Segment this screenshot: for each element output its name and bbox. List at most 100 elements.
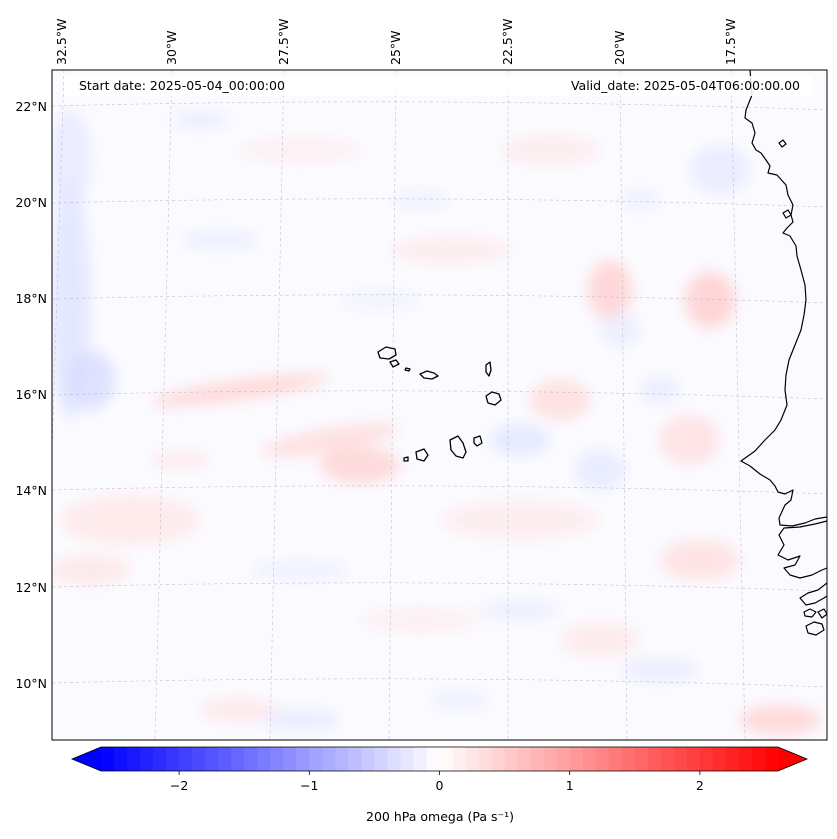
colorbar-cell — [218, 747, 232, 771]
colorbar-ticks: −2 −1 0 1 2 — [170, 771, 704, 793]
colorbar-cell — [647, 747, 662, 771]
colorbar-cell — [517, 747, 532, 771]
colorbar-cell — [764, 747, 779, 771]
parallel-22n — [52, 101, 827, 111]
colorbar-cell — [751, 747, 766, 771]
colorbar-cell — [452, 747, 467, 771]
colorbar-cell — [738, 747, 753, 771]
colorbar-cell — [361, 747, 376, 771]
colorbar-cell — [166, 747, 180, 771]
valid-date-label: Valid_date: 2025-05-04T06:00:00.00 — [571, 78, 800, 93]
colorbar-cell — [231, 747, 245, 771]
island-santa-luzia — [404, 367, 411, 372]
lat-label-12n: 12°N — [15, 580, 47, 595]
lat-label-20n: 20°N — [15, 195, 47, 210]
colorbar-cell — [205, 747, 219, 771]
parallel-10n — [52, 678, 827, 688]
colorbar-cell — [413, 747, 428, 771]
info-strip-background — [64, 76, 812, 96]
map-frame — [51, 69, 828, 741]
colorbar-cell — [660, 747, 675, 771]
colorbar-tick-label: −2 — [170, 778, 188, 793]
colorbar-cell — [608, 747, 623, 771]
colorbar-cell — [101, 747, 115, 771]
island-brava — [403, 456, 409, 462]
coast-bird-island-1 — [778, 139, 787, 148]
lon-label-20w: 20°W — [612, 30, 627, 65]
colorbar-cell — [114, 747, 128, 771]
colorbar-cell — [673, 747, 688, 771]
coast-gambia-guinea — [777, 520, 827, 579]
meridian-27-5w — [269, 70, 285, 740]
colorbar-cell — [426, 747, 441, 771]
colorbar-cell — [127, 747, 141, 771]
colorbar-cell — [322, 747, 336, 771]
colorbar-cell — [699, 747, 714, 771]
coast-mauritania-senegal — [740, 70, 827, 527]
colorbar-cell — [153, 747, 167, 771]
colorbar-tick-label: 2 — [696, 778, 704, 793]
coast-bijagos-2 — [805, 621, 825, 636]
colorbar-cell — [582, 747, 597, 771]
colorbar-cell — [335, 747, 349, 771]
colorbar-cell — [712, 747, 727, 771]
colorbar-outline — [70, 746, 809, 772]
lat-label-14n: 14°N — [15, 483, 47, 498]
colorbar-tick-label: −1 — [300, 778, 318, 793]
island-sao-nicolau — [419, 370, 439, 380]
lat-label-22n: 22°N — [15, 99, 47, 114]
meridian-25w — [388, 70, 397, 740]
colorbar-cell — [634, 747, 649, 771]
island-santiago — [449, 435, 467, 459]
colorbar-cell — [530, 747, 545, 771]
colorbar-cell — [179, 747, 193, 771]
colorbar-tick-label: 0 — [436, 778, 444, 793]
colorbar-cell — [686, 747, 701, 771]
colorbar-cell — [244, 747, 258, 771]
colorbar-cell — [465, 747, 480, 771]
west-africa-coastline[interactable] — [740, 70, 827, 636]
gridlines — [52, 70, 827, 740]
lon-label-17-5w: 17.5°W — [723, 19, 738, 65]
latitude-labels: 22°N 20°N 18°N 16°N 14°N 12°N 10°N — [15, 99, 47, 691]
colorbar-cell — [140, 747, 154, 771]
colorbar-cell — [621, 747, 636, 771]
lon-label-25w: 25°W — [388, 30, 403, 65]
colorbar-cell — [569, 747, 584, 771]
lon-label-22-5w: 22.5°W — [500, 19, 515, 65]
coast-bijagos-3 — [817, 608, 827, 619]
colorbar-cell — [387, 747, 402, 771]
colorbar-cell — [725, 747, 740, 771]
parallel-12n — [52, 582, 827, 592]
colorbar-label: 200 hPa omega (Pa s⁻¹) — [366, 809, 514, 824]
colorbar-cells — [101, 747, 779, 771]
island-maio — [473, 435, 483, 447]
lat-label-10n: 10°N — [15, 676, 47, 691]
colorbar-cell — [439, 747, 454, 771]
colorbar-cell — [283, 747, 297, 771]
parallel-20n — [52, 198, 827, 208]
colorbar-cell — [270, 747, 284, 771]
colorbar-cell — [374, 747, 389, 771]
cape-verde-islands — [377, 346, 502, 462]
colorbar-cell — [400, 747, 415, 771]
island-sao-vicente — [389, 359, 400, 368]
colorbar-cell — [478, 747, 493, 771]
meridian-20w — [619, 70, 628, 740]
island-sal — [485, 361, 492, 377]
colorbar-cell — [504, 747, 519, 771]
longitude-labels: 32.5°W 30°W 27.5°W 25°W 22.5°W 20°W 17.5… — [54, 19, 738, 65]
island-santo-antao — [377, 346, 397, 360]
lon-label-27-5w: 27.5°W — [276, 19, 291, 65]
coast-guinea-bissau — [799, 582, 827, 606]
colorbar: −2 −1 0 1 2 200 hPa omega (Pa s⁻¹) — [70, 746, 809, 824]
colorbar-cell — [257, 747, 271, 771]
parallel-18n — [52, 294, 827, 304]
meridian-17-5w — [730, 70, 746, 740]
start-date-label: Start date: 2025-05-04_00:00:00 — [79, 78, 285, 93]
colorbar-cell — [348, 747, 362, 771]
map-panel[interactable] — [43, 70, 827, 740]
lon-label-30w: 30°W — [164, 30, 179, 65]
lon-label-32-5w: 32.5°W — [54, 19, 69, 65]
